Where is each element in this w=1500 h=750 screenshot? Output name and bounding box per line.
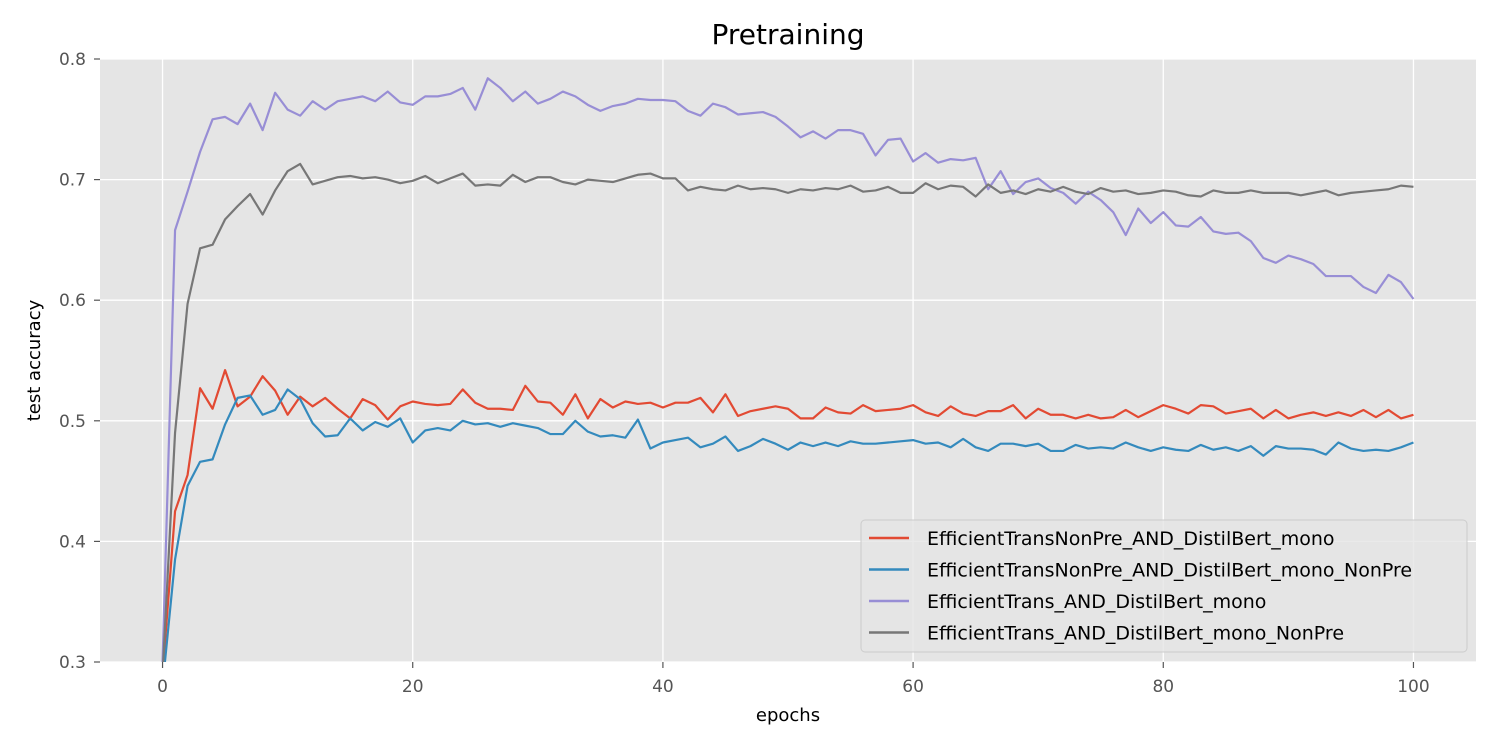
series-line-4 <box>162 162 1414 662</box>
axis-ticks: 0 20 40 60 80 100 0.3 0.4 0.5 0.6 0.7 0.8 <box>59 50 1430 697</box>
y-tick-label: 0.8 <box>59 50 86 70</box>
y-axis-label: test accuracy <box>24 299 45 421</box>
x-tick-label: 0 <box>157 677 168 697</box>
x-tick-label: 40 <box>652 677 674 697</box>
y-tick-label: 0.4 <box>59 532 86 552</box>
series-line-2 <box>163 388 1414 662</box>
x-tick-label: 80 <box>1152 677 1174 697</box>
legend-box <box>860 519 1468 653</box>
x-tick-label: 60 <box>902 677 924 697</box>
legend-label: EfficientTransNonPre_AND_DistilBert_mono… <box>927 560 1412 582</box>
series-lines <box>161 77 1415 662</box>
legend-label: EfficientTrans_AND_DistilBert_mono_NonPr… <box>927 623 1344 645</box>
x-tick-label: 100 <box>1397 677 1429 697</box>
chart-title: Pretraining <box>712 18 865 51</box>
legend: EfficientTransNonPre_AND_DistilBert_mono… <box>860 519 1468 653</box>
x-axis-label: epochs <box>756 705 820 726</box>
y-tick-label: 0.3 <box>59 653 86 673</box>
legend-label: EfficientTrans_AND_DistilBert_mono <box>927 591 1266 613</box>
legend-label: EfficientTransNonPre_AND_DistilBert_mono <box>927 528 1335 550</box>
y-tick-label: 0.5 <box>59 412 86 432</box>
y-tick-label: 0.7 <box>59 171 86 191</box>
y-tick-label: 0.6 <box>59 291 86 311</box>
x-tick-label: 20 <box>402 677 424 697</box>
series-line-1 <box>162 369 1414 662</box>
series-line-3 <box>161 77 1415 662</box>
